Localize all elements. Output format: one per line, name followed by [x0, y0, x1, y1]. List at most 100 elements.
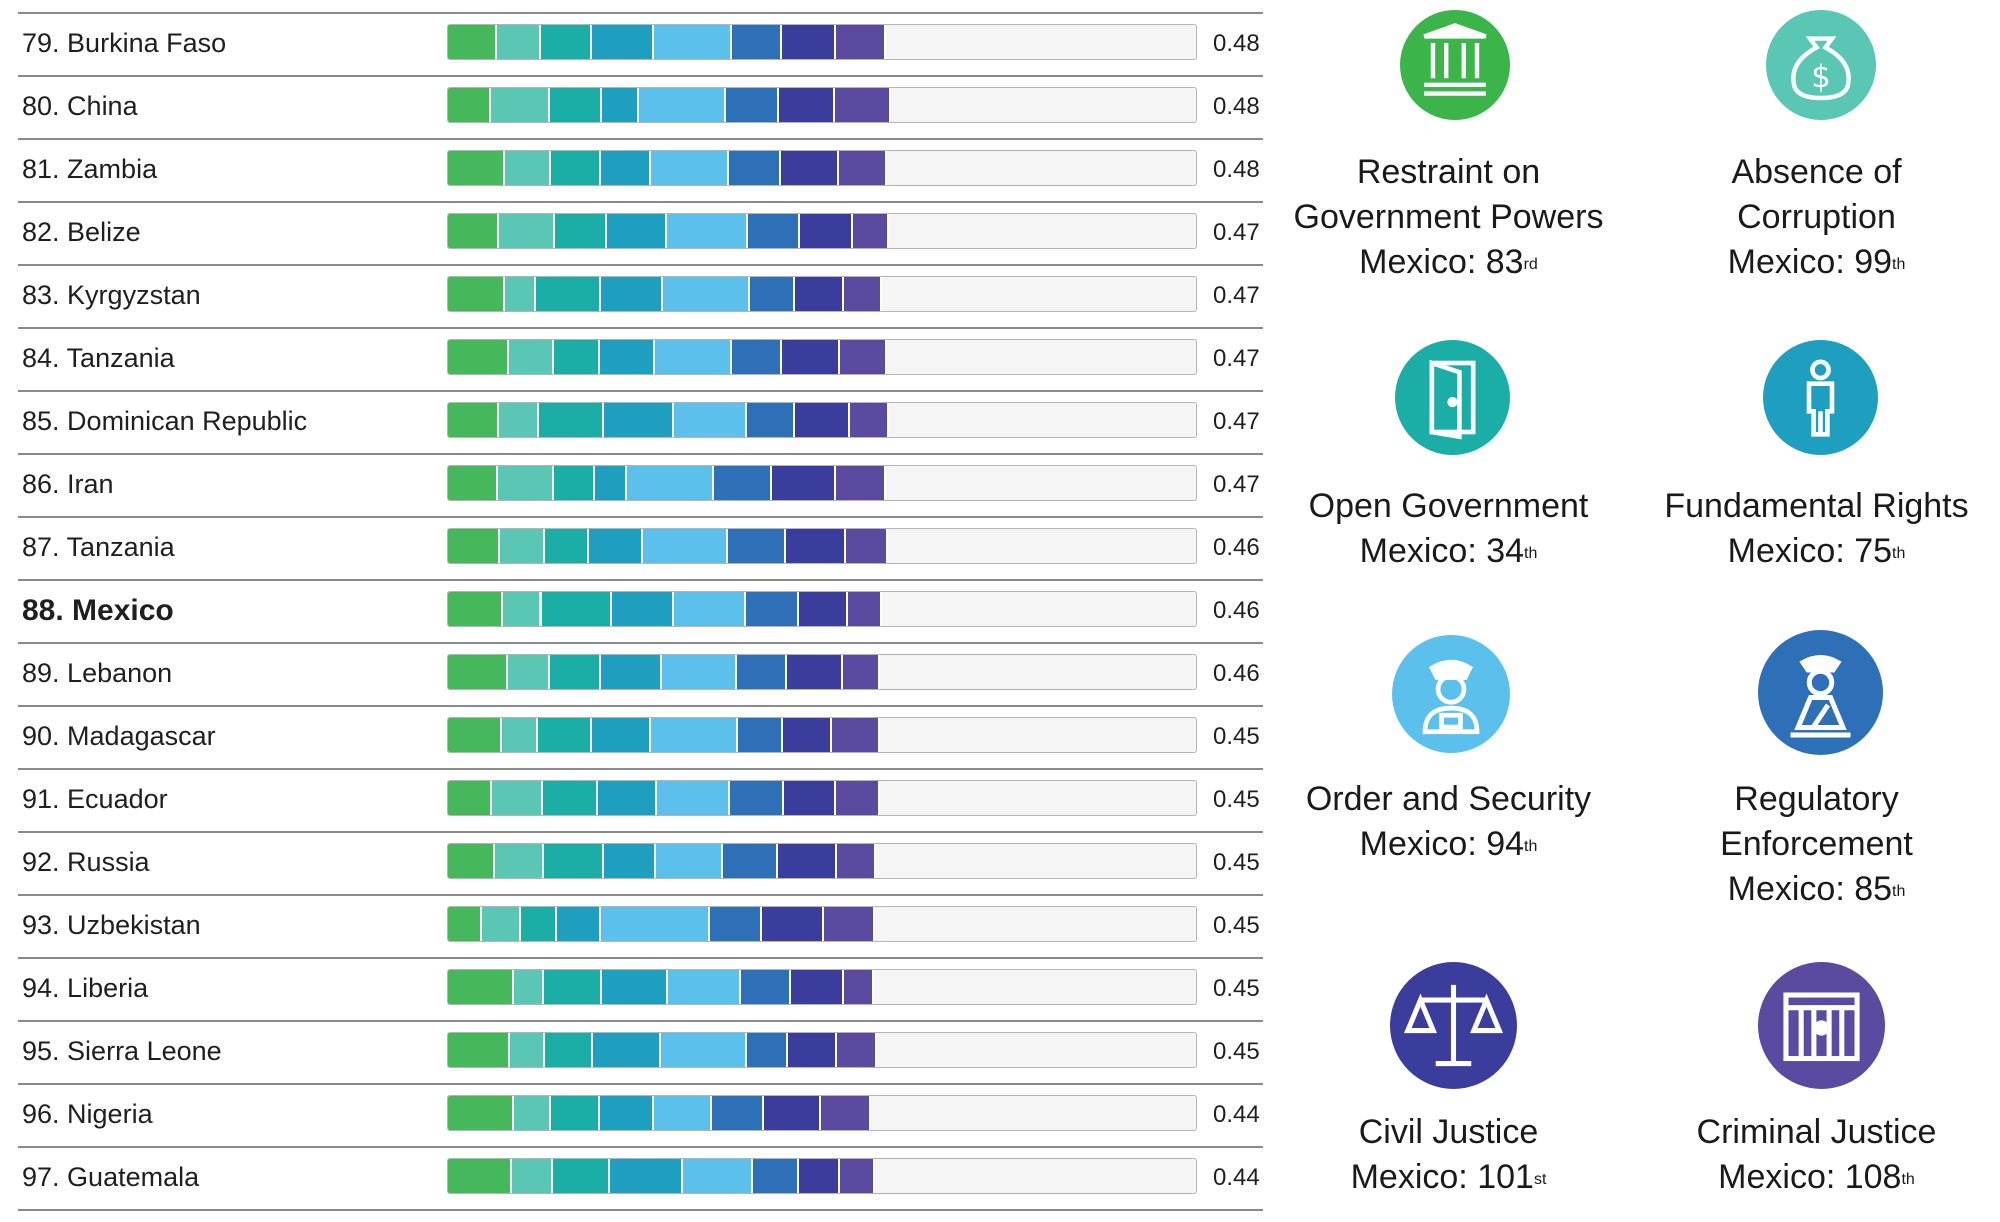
- bar-segment-fundamental-rights: [603, 403, 674, 437]
- bar-segment-order-and-security: [661, 1033, 748, 1067]
- bar-segment-order-and-security: [651, 718, 739, 752]
- factor-label: Absence of Corruption Mexico: 99th: [1633, 150, 2000, 285]
- bar-segment-fundamental-rights: [557, 907, 601, 941]
- factor-title-line: Restraint on: [1356, 153, 1541, 191]
- rank-number: 95.: [22, 1036, 60, 1066]
- bar-segment-order-and-security: [626, 466, 714, 500]
- bar-segment-civil-justice: [798, 1159, 840, 1193]
- scales-icon: [1390, 962, 1517, 1089]
- country-name: Tanzania: [59, 532, 175, 562]
- ordinal-suffix: th: [1901, 1171, 1915, 1188]
- ordinal-suffix: th: [1524, 545, 1538, 562]
- bar-segment-civil-justice: [783, 718, 833, 752]
- ranking-row: 97. Guatemala 0.44: [0, 1146, 1265, 1209]
- factor-regulatory: Regulatory Enforcement Mexico: 85th: [1633, 0, 2000, 1222]
- score-bar: [447, 150, 1197, 186]
- country-name: Ecuador: [59, 784, 168, 814]
- row-divider: [18, 516, 1263, 518]
- score-value: 0.45: [1213, 723, 1260, 750]
- factor-title-line: Government Powers: [1293, 198, 1604, 236]
- rank-number: 90.: [22, 721, 60, 751]
- bar-segment-order-and-security: [600, 907, 710, 941]
- bar-segment-fundamental-rights: [602, 88, 639, 122]
- score-value: 0.45: [1213, 786, 1260, 813]
- bar-segment-open-government: [536, 277, 601, 311]
- rank-number: 91.: [22, 784, 60, 814]
- factor-label: Order and Security Mexico: 94th: [1265, 777, 1632, 867]
- ranking-row: 90. Madagascar 0.45: [0, 705, 1265, 768]
- bar-segment-regulatory-enforcement: [732, 340, 782, 374]
- bar-segment-civil-justice: [788, 1033, 837, 1067]
- country-label: 96. Nigeria: [22, 1083, 153, 1146]
- bar-segment-criminal-justice: [844, 970, 875, 1004]
- bar-segment-regulatory-enforcement: [712, 1096, 764, 1130]
- score-bar: [447, 465, 1197, 501]
- bar-segment-open-government: [551, 151, 601, 185]
- bar-segment-restraint-on-government-powers: [448, 718, 502, 752]
- score-bar: [447, 591, 1197, 627]
- bar-segment-restraint-on-government-powers: [448, 529, 500, 563]
- bar-segment-restraint-on-government-powers: [448, 592, 503, 626]
- bar-segment-order-and-security: [654, 1096, 713, 1130]
- ordinal-suffix: rd: [1523, 256, 1538, 273]
- bar-segment-absence-of-corruption: [495, 844, 545, 878]
- bar-segment-civil-justice: [795, 277, 844, 311]
- bar-segment-open-government: [537, 718, 593, 752]
- factor-rank: Mexico: 83rd: [1265, 240, 1632, 285]
- bar-segment-regulatory-enforcement: [713, 466, 772, 500]
- ranking-row: 89. Lebanon 0.46: [0, 642, 1265, 705]
- bar-segment-fundamental-rights: [599, 1096, 655, 1130]
- bar-segment-open-government: [545, 529, 589, 563]
- bar-segment-open-government: [541, 592, 612, 626]
- factor-label: Criminal Justice Mexico: 108th: [1633, 1110, 2000, 1200]
- bar-segment-criminal-justice: [839, 340, 888, 374]
- ranking-row: 83. Kyrgyzstan 0.47: [0, 264, 1265, 327]
- bar-segment-restraint-on-government-powers: [448, 151, 505, 185]
- bar-segment-open-government: [544, 970, 603, 1004]
- bar-segment-fundamental-rights: [591, 25, 655, 59]
- country-label: 90. Madagascar: [22, 705, 216, 768]
- factor-open-government: Open Government Mexico: 34th: [1265, 0, 1632, 1222]
- bar-segment-criminal-justice: [836, 844, 876, 878]
- bar-segment-fundamental-rights: [610, 1159, 683, 1193]
- bar-segment-criminal-justice: [842, 655, 881, 689]
- rank-number: 80.: [22, 91, 60, 121]
- country-name: Liberia: [59, 973, 149, 1003]
- bar-segment-open-government: [542, 781, 598, 815]
- bar-segment-open-government: [551, 1096, 600, 1130]
- ranking-row: 96. Nigeria 0.44: [0, 1083, 1265, 1146]
- country-name: Guatemala: [59, 1162, 200, 1192]
- bar-segment-criminal-justice: [836, 1033, 878, 1067]
- country-label: 79. Burkina Faso: [22, 12, 226, 75]
- bar-segment-restraint-on-government-powers: [448, 403, 499, 437]
- country-name: Russia: [59, 847, 150, 877]
- score-bar: [447, 843, 1197, 879]
- bar-segment-open-government: [540, 25, 592, 59]
- bar-segment-open-government: [545, 1033, 594, 1067]
- rank-number: 93.: [22, 910, 60, 940]
- person-icon: [1763, 340, 1878, 455]
- bar-segment-open-government: [554, 466, 595, 500]
- score-value: 0.47: [1213, 282, 1260, 309]
- row-divider: [18, 1083, 1263, 1085]
- bar-segment-fundamental-rights: [600, 151, 652, 185]
- bar-segment-absence-of-corruption: [511, 1159, 553, 1193]
- ordinal-suffix: th: [1892, 256, 1906, 273]
- bar-segment-regulatory-enforcement: [738, 718, 784, 752]
- bar-segment-regulatory-enforcement: [747, 1033, 789, 1067]
- country-label: 81. Zambia: [22, 138, 157, 201]
- factor-title-line: Corruption: [1737, 198, 1896, 236]
- row-divider: [18, 201, 1263, 203]
- score-bar: [447, 24, 1197, 60]
- bar-segment-open-government: [552, 1159, 611, 1193]
- bar-segment-criminal-justice: [836, 781, 880, 815]
- rank-number: 88.: [22, 594, 64, 627]
- factor-title-line: Civil Justice: [1358, 1113, 1539, 1151]
- factor-rank-text: Mexico: 34: [1359, 532, 1525, 570]
- factor-title-line: Order and Security: [1305, 780, 1592, 818]
- bar-segment-order-and-security: [661, 655, 738, 689]
- country-label: 84. Tanzania: [22, 327, 175, 390]
- factor-label: Fundamental Rights Mexico: 75th: [1633, 484, 2000, 574]
- bar-segment-regulatory-enforcement: [732, 25, 782, 59]
- bar-segment-absence-of-corruption: [513, 970, 545, 1004]
